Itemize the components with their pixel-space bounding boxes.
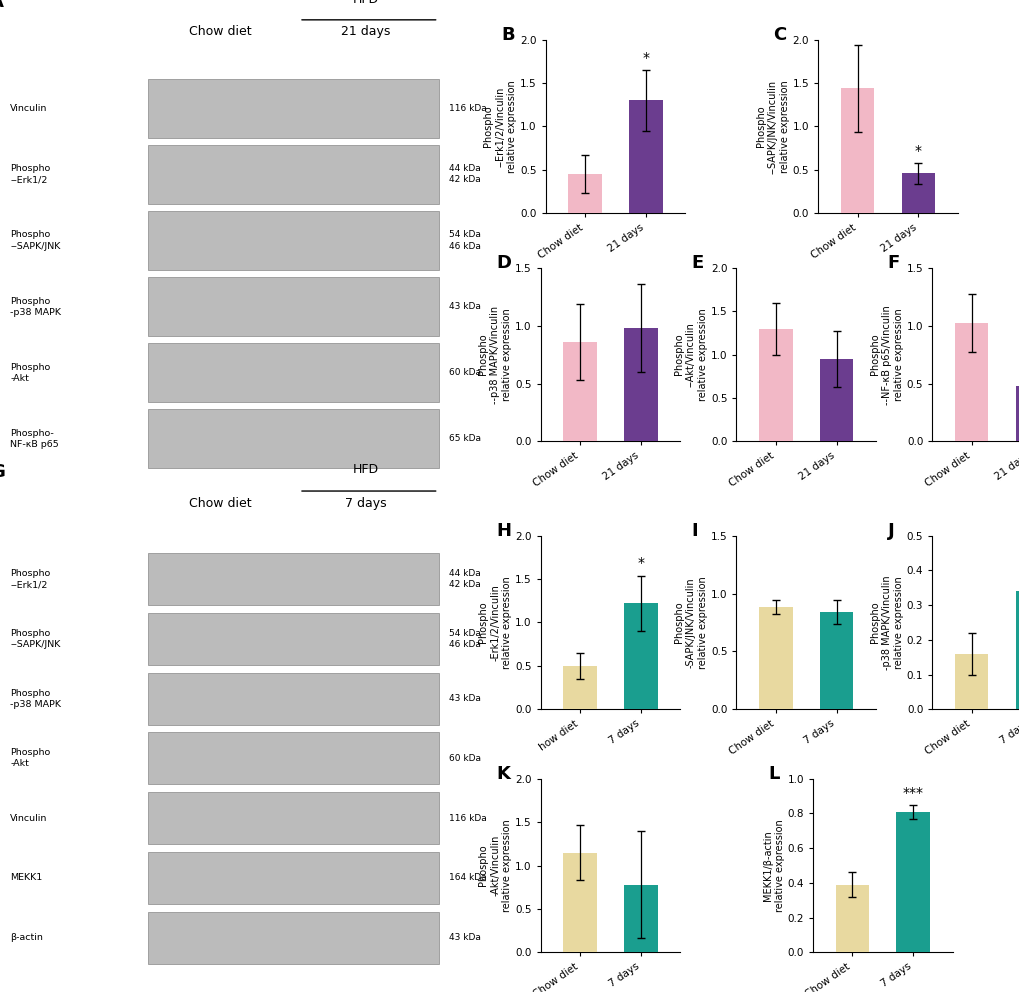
FancyBboxPatch shape [148, 613, 438, 665]
FancyBboxPatch shape [148, 410, 438, 468]
Text: Vinculin: Vinculin [10, 813, 48, 822]
Text: 54 kDa
46 kDa: 54 kDa 46 kDa [448, 230, 480, 251]
Bar [624, 328, 657, 441]
Y-axis label: Phospho
-Akt/Vinculin
relative expression: Phospho -Akt/Vinculin relative expressio… [478, 819, 512, 912]
FancyBboxPatch shape [148, 673, 438, 724]
Bar [562, 852, 596, 952]
Text: *: * [914, 144, 921, 158]
Text: 44 kDa
42 kDa: 44 kDa 42 kDa [448, 165, 480, 185]
Bar [840, 88, 873, 213]
Text: 60 kDa: 60 kDa [448, 754, 480, 763]
Text: B: B [500, 26, 515, 44]
Text: Phospho
--SAPK/JNK: Phospho --SAPK/JNK [10, 230, 60, 251]
FancyBboxPatch shape [148, 554, 438, 605]
Bar [624, 885, 657, 952]
Bar [896, 811, 929, 952]
Bar [819, 359, 853, 441]
Text: β-actin: β-actin [10, 933, 43, 942]
Text: *: * [637, 557, 644, 570]
Text: 43 kDa: 43 kDa [448, 303, 480, 311]
Text: Phospho
--Erk1/2: Phospho --Erk1/2 [10, 165, 50, 185]
Bar [758, 328, 792, 441]
Text: HFD: HFD [353, 463, 379, 476]
Bar [562, 666, 596, 709]
Text: G: G [0, 463, 5, 481]
Text: Phospho
-Akt: Phospho -Akt [10, 748, 50, 769]
FancyBboxPatch shape [148, 732, 438, 785]
Bar [624, 603, 657, 709]
Bar [568, 175, 601, 213]
Y-axis label: Phospho
--Erk1/2/Vinculin
relative expression: Phospho --Erk1/2/Vinculin relative expre… [483, 80, 517, 173]
Text: F: F [887, 254, 899, 272]
Y-axis label: Phospho
-p38 MAPK/Vinculin
relative expression: Phospho -p38 MAPK/Vinculin relative expr… [869, 575, 903, 670]
Text: E: E [691, 254, 703, 272]
Bar [758, 607, 792, 709]
Bar [954, 323, 987, 441]
Text: I: I [691, 522, 698, 540]
Bar [1015, 591, 1019, 709]
Text: 43 kDa: 43 kDa [448, 933, 480, 942]
Bar [1015, 386, 1019, 441]
Text: 65 kDa: 65 kDa [448, 434, 480, 443]
Bar [954, 654, 987, 709]
Text: 116 kDa: 116 kDa [448, 813, 486, 822]
Text: 54 kDa
46 kDa: 54 kDa 46 kDa [448, 629, 480, 649]
Y-axis label: Phospho
-Erk1/2/Vinculin
relative expression: Phospho -Erk1/2/Vinculin relative expres… [478, 576, 512, 669]
Text: 7 days: 7 days [344, 497, 386, 511]
Text: Phospho
--Erk1/2: Phospho --Erk1/2 [10, 569, 50, 589]
Bar [562, 342, 596, 441]
FancyBboxPatch shape [148, 277, 438, 336]
FancyBboxPatch shape [148, 793, 438, 844]
Text: J: J [887, 522, 894, 540]
Y-axis label: Phospho
-SAPK/JNK/Vinculin
relative expression: Phospho -SAPK/JNK/Vinculin relative expr… [674, 576, 707, 669]
Bar [629, 100, 662, 213]
Bar [835, 885, 868, 952]
Text: H: H [495, 522, 511, 540]
Text: Vinculin: Vinculin [10, 104, 48, 113]
Text: 164 kDa: 164 kDa [448, 873, 486, 882]
Bar [819, 612, 853, 709]
FancyBboxPatch shape [148, 211, 438, 270]
Text: Chow diet: Chow diet [190, 497, 252, 511]
Text: C: C [772, 26, 786, 44]
Text: Phospho
--SAPK/JNK: Phospho --SAPK/JNK [10, 629, 60, 649]
FancyBboxPatch shape [148, 912, 438, 963]
Text: K: K [495, 765, 510, 783]
Text: D: D [495, 254, 511, 272]
Text: 116 kDa: 116 kDa [448, 104, 486, 113]
FancyBboxPatch shape [148, 79, 438, 138]
Text: Phospho
-p38 MAPK: Phospho -p38 MAPK [10, 297, 61, 316]
Y-axis label: Phospho
--p38 MAPK/Vinculin
relative expression: Phospho --p38 MAPK/Vinculin relative exp… [478, 306, 512, 404]
Y-axis label: Phospho
--Akt/Vinculin
relative expression: Phospho --Akt/Vinculin relative expressi… [674, 309, 707, 401]
Text: Phospho
-p38 MAPK: Phospho -p38 MAPK [10, 688, 61, 708]
Text: A: A [0, 0, 4, 11]
FancyBboxPatch shape [148, 343, 438, 402]
Text: Chow diet: Chow diet [190, 25, 252, 39]
Text: Phospho-
NF-κB p65: Phospho- NF-κB p65 [10, 429, 59, 449]
Text: Phospho
-Akt: Phospho -Akt [10, 363, 50, 383]
Text: 60 kDa: 60 kDa [448, 368, 480, 377]
Text: 43 kDa: 43 kDa [448, 694, 480, 703]
Text: *: * [642, 51, 649, 64]
Y-axis label: MEKK1/β-actin
relative expression: MEKK1/β-actin relative expression [762, 819, 784, 912]
FancyBboxPatch shape [148, 852, 438, 904]
Text: ***: *** [902, 786, 923, 800]
Text: L: L [767, 765, 779, 783]
Text: MEKK1: MEKK1 [10, 873, 43, 882]
Text: 21 days: 21 days [341, 25, 390, 39]
FancyBboxPatch shape [148, 145, 438, 203]
Text: 44 kDa
42 kDa: 44 kDa 42 kDa [448, 569, 480, 589]
Y-axis label: Phospho
--SAPK/JNK/Vinculin
relative expression: Phospho --SAPK/JNK/Vinculin relative exp… [755, 79, 789, 174]
Y-axis label: Phospho
--NF-κB p65/Vinculin
relative expression: Phospho --NF-κB p65/Vinculin relative ex… [869, 305, 903, 405]
Text: HFD: HFD [353, 0, 379, 6]
Bar [901, 174, 934, 213]
